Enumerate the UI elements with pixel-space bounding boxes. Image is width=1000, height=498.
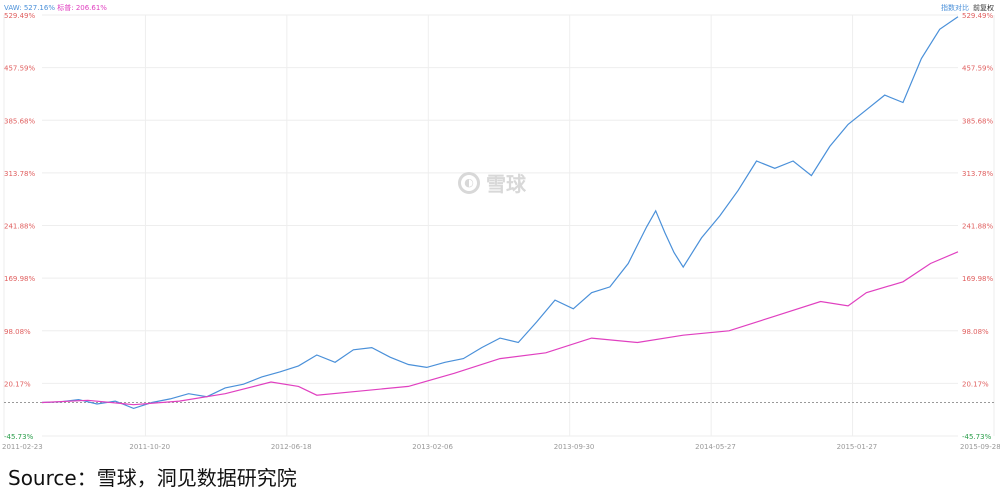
y-tick-label-left: 529.49%	[4, 12, 35, 20]
y-tick-label-left: 313.78%	[4, 170, 35, 178]
compare-index-toggle[interactable]: 指数对比	[941, 4, 969, 12]
source-caption: Source：雪球，洞见数据研究院	[8, 466, 297, 490]
x-tick-label: 2013-02-06	[412, 443, 453, 451]
x-tick-label: 2011-10-20	[129, 443, 170, 451]
legend: VAW: 527.16% 标普: 206.61%	[4, 3, 107, 13]
y-tick-label-right: -45.73%	[962, 433, 992, 441]
watermark: ◐ 雪球	[458, 168, 526, 197]
y-tick-label-left: 169.98%	[4, 275, 35, 283]
y-tick-label-right: 529.49%	[962, 12, 993, 20]
watermark-text: 雪球	[486, 172, 526, 196]
y-tick-label-right: 241.88%	[962, 223, 993, 231]
y-tick-label-right: 98.08%	[962, 328, 989, 336]
x-tick-label: 2013-09-30	[554, 443, 595, 451]
legend-series-vaw[interactable]: VAW: 527.16%	[4, 4, 55, 12]
x-tick-label: 2015-01-27	[837, 443, 878, 451]
y-tick-label-left: -45.73%	[4, 433, 34, 441]
adjust-mode-toggle[interactable]: 前复权	[973, 4, 994, 12]
x-tick-label: 2011-02-23	[2, 443, 43, 451]
y-tick-label-right: 169.98%	[962, 275, 993, 283]
x-tick-label: 2012-06-18	[271, 443, 312, 451]
chart-area: 529.49% 529.49% 457.59% 457.59% 385.68% 385.6…	[2, 3, 1000, 451]
line-chart: 529.49% 529.49% 457.59% 457.59% 385.68% 385.6…	[2, 12, 1000, 451]
y-tick-label-right: 457.59%	[962, 65, 993, 73]
x-tick-label: 2015-09-28	[960, 443, 1000, 451]
snowball-logo-icon: ◐	[458, 171, 480, 194]
series-line-sp	[41, 251, 959, 406]
y-tick-label-left: 241.88%	[4, 223, 35, 231]
y-tick-label-left: 98.08%	[4, 328, 31, 336]
y-tick-label-left: 385.68%	[4, 117, 35, 125]
series-line-vaw	[41, 16, 959, 410]
y-tick-label-right: 20.17%	[962, 380, 989, 388]
legend-series-sp[interactable]: 标普: 206.61%	[57, 4, 107, 12]
chart-options: 指数对比 前复权	[941, 3, 994, 13]
y-tick-label-left: 457.59%	[4, 65, 35, 73]
y-tick-label-right: 385.68%	[962, 117, 993, 125]
y-tick-label-right: 313.78%	[962, 170, 993, 178]
x-tick-label: 2014-05-27	[695, 443, 736, 451]
y-tick-label-left: 20.17%	[4, 380, 31, 388]
